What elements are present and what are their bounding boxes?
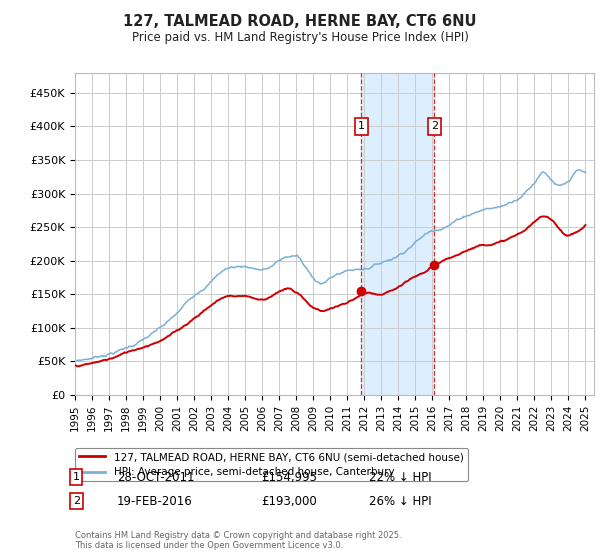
Text: £193,000: £193,000 <box>261 494 317 508</box>
Bar <box>361 73 434 395</box>
Text: 19-FEB-2016: 19-FEB-2016 <box>117 494 193 508</box>
Text: £154,995: £154,995 <box>261 470 317 484</box>
Text: 1: 1 <box>358 122 365 132</box>
Text: 26% ↓ HPI: 26% ↓ HPI <box>369 494 431 508</box>
Text: 2: 2 <box>431 122 438 132</box>
Legend: 127, TALMEAD ROAD, HERNE BAY, CT6 6NU (semi-detached house), HPI: Average price,: 127, TALMEAD ROAD, HERNE BAY, CT6 6NU (s… <box>75 448 467 482</box>
Text: 2: 2 <box>73 496 80 506</box>
Text: 28-OCT-2011: 28-OCT-2011 <box>117 470 194 484</box>
Text: 22% ↓ HPI: 22% ↓ HPI <box>369 470 431 484</box>
Text: Contains HM Land Registry data © Crown copyright and database right 2025.
This d: Contains HM Land Registry data © Crown c… <box>75 530 401 550</box>
Text: 1: 1 <box>73 472 80 482</box>
Text: Price paid vs. HM Land Registry's House Price Index (HPI): Price paid vs. HM Land Registry's House … <box>131 31 469 44</box>
Text: 127, TALMEAD ROAD, HERNE BAY, CT6 6NU: 127, TALMEAD ROAD, HERNE BAY, CT6 6NU <box>123 14 477 29</box>
